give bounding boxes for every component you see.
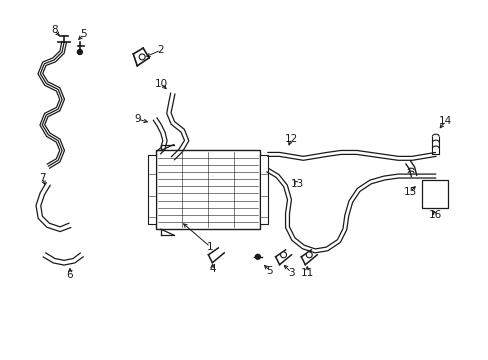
Circle shape — [280, 252, 286, 258]
Text: 15: 15 — [403, 187, 416, 197]
Text: 6: 6 — [66, 270, 73, 279]
Text: 2: 2 — [157, 45, 164, 55]
Text: 9: 9 — [134, 114, 140, 124]
Bar — [259, 156, 267, 224]
Text: 16: 16 — [428, 211, 442, 220]
Bar — [148, 156, 156, 224]
Text: 4: 4 — [209, 264, 215, 274]
Text: 8: 8 — [51, 25, 58, 35]
Text: 3: 3 — [287, 267, 294, 278]
Bar — [156, 150, 259, 229]
Text: 11: 11 — [300, 267, 313, 278]
Text: 5: 5 — [266, 266, 272, 276]
Text: 12: 12 — [284, 134, 298, 144]
Text: 10: 10 — [154, 78, 167, 89]
Circle shape — [305, 252, 311, 258]
Text: 7: 7 — [39, 173, 45, 183]
Text: 5: 5 — [81, 29, 87, 39]
Text: 14: 14 — [438, 116, 451, 126]
Bar — [421, 180, 447, 208]
Circle shape — [139, 54, 145, 60]
Text: 13: 13 — [290, 179, 304, 189]
Circle shape — [255, 254, 260, 259]
Circle shape — [77, 50, 82, 54]
Text: 1: 1 — [206, 242, 213, 252]
